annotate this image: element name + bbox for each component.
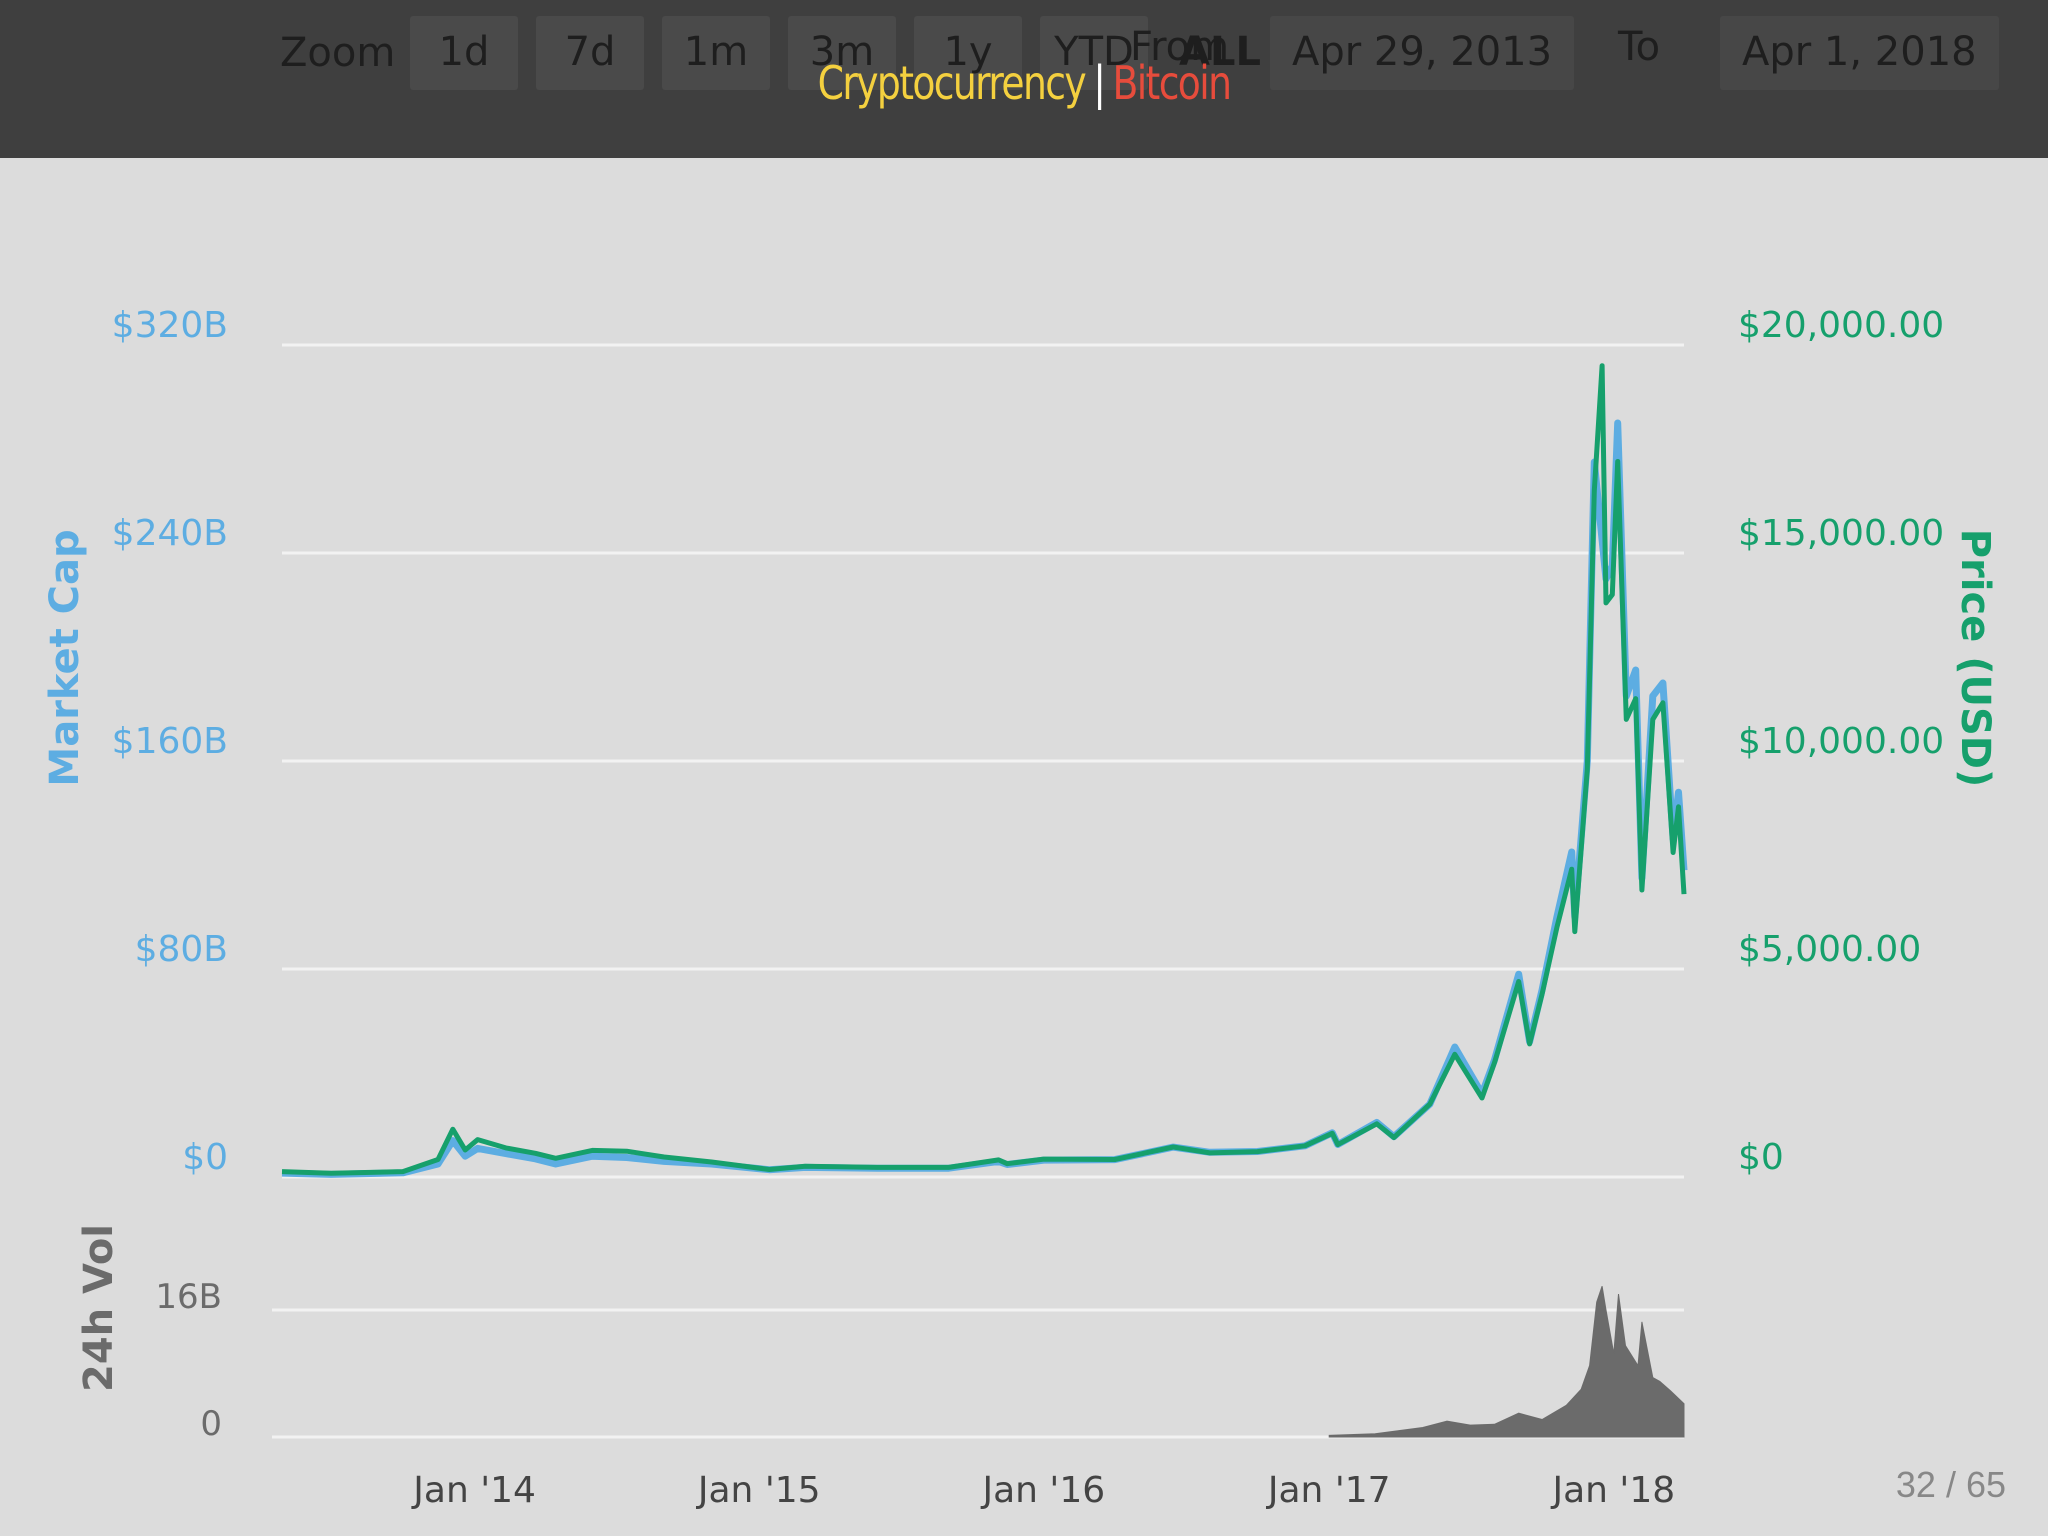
zoom-1d-button[interactable]: 1d: [410, 16, 518, 90]
price-tick-label: $10,000.00: [1738, 721, 1944, 762]
price-tick-label: $5,000.00: [1738, 929, 1921, 970]
series-group: [281, 363, 1688, 1438]
slide-title-separator: |: [1093, 56, 1106, 110]
zoom-3m-button[interactable]: 3m: [788, 16, 896, 90]
zoom-1m-button[interactable]: 1m: [662, 16, 770, 90]
price-line: [281, 363, 1687, 1176]
volume-area: [1328, 1286, 1685, 1438]
zoom-all-button[interactable]: ALL: [1179, 29, 1261, 75]
market-cap-tick-label: $80B: [135, 929, 228, 970]
x-tick-label: Jan '16: [980, 1470, 1105, 1511]
volume-tick-label: 16B: [155, 1277, 222, 1317]
grid-lines: [272, 343, 1684, 1439]
to-label: To: [1618, 24, 1661, 70]
from-date-input[interactable]: Apr 29, 2013: [1270, 16, 1575, 90]
x-tick-label: Jan '18: [1550, 1470, 1675, 1511]
to-date-input[interactable]: Apr 1, 2018: [1720, 16, 1999, 90]
market-cap-tick-label: $320B: [112, 305, 228, 346]
market-cap-line: [281, 419, 1688, 1178]
price-tick-label: $0: [1738, 1137, 1784, 1178]
market-cap-tick-label: $0: [182, 1137, 228, 1178]
market-cap-tick-label: $240B: [112, 513, 228, 554]
toolbar: Zoom 1d 7d 1m 3m 1y YTD From ALL Apr 29,…: [0, 0, 2048, 158]
market-cap-axis-label: Market Cap: [42, 529, 88, 786]
price-axis-label: Price (USD): [1952, 529, 1998, 788]
from-label: From: [1130, 24, 1230, 70]
page-number: 32 / 65: [1895, 1464, 2006, 1505]
volume-tick-label: 0: [200, 1404, 222, 1444]
axis-ticks: $0 $80B $160B $240B $320B $0 $5,000.00 $10,000.…: [112, 305, 1944, 1511]
zoom-ytd-button[interactable]: YTD: [1040, 16, 1148, 90]
x-tick-label: Jan '17: [1266, 1470, 1391, 1511]
x-tick-label: Jan '14: [411, 1470, 536, 1511]
slide-title-sub: Bitcoin: [1112, 56, 1232, 110]
volume-axis-label: 24h Vol: [76, 1224, 122, 1392]
zoom-1y-button[interactable]: 1y: [914, 16, 1022, 90]
price-tick-label: $15,000.00: [1738, 513, 1944, 554]
x-tick-label: Jan '15: [696, 1470, 821, 1511]
slide-title: Cryptocurrency | Bitcoin: [184, 56, 1863, 110]
price-tick-label: $20,000.00: [1738, 305, 1944, 346]
slide-title-main: Cryptocurrency: [817, 56, 1087, 110]
market-cap-tick-label: $160B: [112, 721, 228, 762]
zoom-7d-button[interactable]: 7d: [536, 16, 644, 90]
zoom-label: Zoom: [280, 30, 396, 76]
